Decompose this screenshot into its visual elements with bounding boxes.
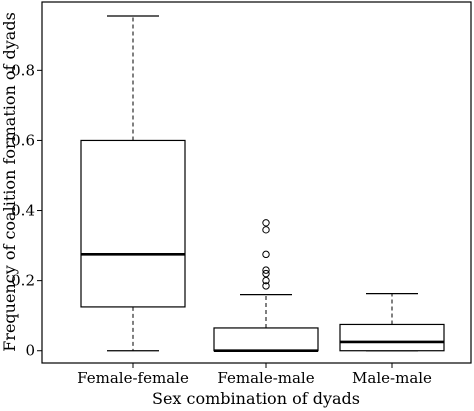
box-female-female xyxy=(80,15,186,352)
y-tick-label: 0.2 xyxy=(11,272,35,290)
box-male-male xyxy=(339,293,445,352)
boxes-layer xyxy=(80,15,445,353)
y-tick-label: 0.6 xyxy=(11,131,35,149)
iqr-box xyxy=(339,323,445,352)
outlier-point xyxy=(262,269,270,278)
x-tick-label: Female-female xyxy=(77,369,189,387)
x-axis: Female-female Female-male Male-male xyxy=(77,363,432,387)
plot-frame xyxy=(41,1,472,364)
outlier-point xyxy=(262,266,270,274)
outlier-point xyxy=(262,276,270,285)
box-female-male xyxy=(213,219,319,353)
y-tick-label: 0.8 xyxy=(11,61,35,79)
x-tick-label: Female-male xyxy=(217,369,314,387)
iqr-box xyxy=(213,327,319,352)
iqr-box xyxy=(80,139,186,308)
y-axis-title: Frequency of coalition formation of dyad… xyxy=(0,12,19,352)
outlier-point xyxy=(262,226,270,234)
x-axis-title: Sex combination of dyads xyxy=(152,389,360,408)
x-tick-label: Male-male xyxy=(352,369,432,387)
outlier-point xyxy=(262,282,270,290)
outlier-point xyxy=(262,250,270,259)
y-tick-label: 0 xyxy=(25,342,35,360)
y-tick-label: 0.4 xyxy=(11,202,35,220)
y-axis: 0 0.2 0.4 0.6 0.8 xyxy=(11,61,42,360)
outlier-point xyxy=(262,219,270,227)
